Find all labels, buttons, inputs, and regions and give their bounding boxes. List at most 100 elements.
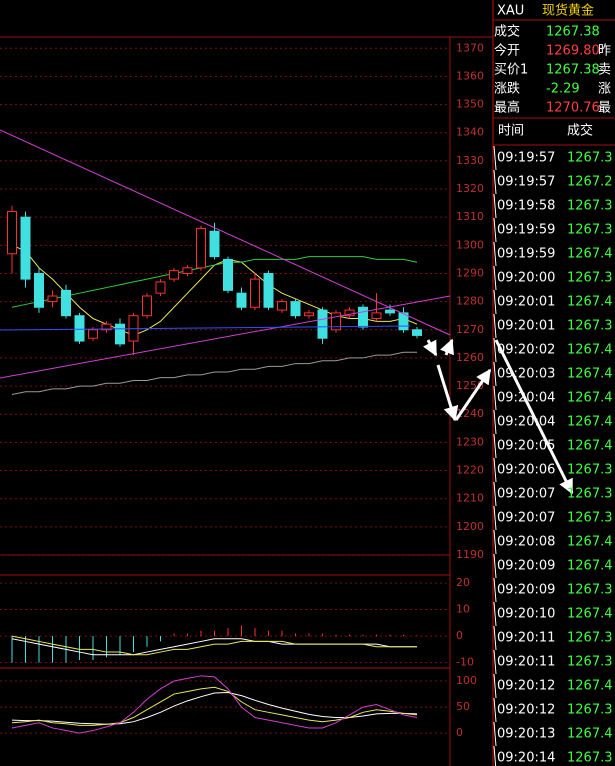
candle-body (61, 289, 71, 317)
trade-time: 09:20:01 (497, 319, 555, 334)
candle-body (412, 329, 422, 336)
quote-label: 最高 (494, 100, 520, 116)
row-divider (493, 265, 497, 291)
y-tick-label: 1330 (456, 154, 484, 167)
trade-price: 1267.4 (567, 727, 613, 742)
y-tick-label: 1230 (456, 435, 484, 448)
trade-price: 1267.3 (567, 703, 613, 718)
y-tick-label: 1350 (456, 98, 484, 111)
row-divider (493, 649, 497, 675)
candle-body (277, 301, 287, 311)
y-tick-label: 1290 (456, 266, 484, 279)
y-tick-label: 1190 (456, 548, 484, 561)
indicator-line (11, 256, 418, 308)
y-tick-label: 1300 (456, 238, 484, 251)
candle-body (223, 258, 233, 291)
candle-body (155, 281, 166, 294)
y-tick-label: 0 (456, 629, 463, 642)
row-divider (493, 337, 497, 363)
trade-time: 09:19:58 (497, 199, 555, 214)
trade-time: 09:20:01 (497, 295, 555, 310)
quote-value: 1270.76 (546, 101, 600, 116)
indicator-line (11, 686, 418, 726)
trade-price: 1267.4 (567, 247, 613, 262)
row-divider (493, 385, 497, 411)
y-tick-label: 50 (456, 700, 470, 713)
y-tick-label: 10 (456, 603, 470, 616)
candle-body (34, 272, 44, 308)
trade-time: 09:20:12 (497, 679, 555, 694)
candle-body (88, 329, 98, 339)
trade-price: 1267.3 (567, 223, 613, 238)
quote-label: 成交 (494, 24, 520, 40)
trade-time: 09:20:05 (497, 439, 555, 454)
trade-time: 09:20:09 (497, 583, 555, 598)
y-tick-label: 0 (456, 726, 463, 739)
trade-time: 09:20:02 (497, 343, 555, 358)
y-tick-label: 1220 (456, 464, 484, 477)
y-tick-label: 1360 (456, 69, 484, 82)
trade-price: 1267.4 (567, 607, 613, 622)
quote-value: 1267.38 (546, 25, 600, 40)
trade-price: 1267.3 (567, 151, 613, 166)
y-tick-label: 1270 (456, 323, 484, 336)
y-tick-label: 1340 (456, 126, 484, 139)
candle-body (182, 267, 193, 274)
trade-price: 1267.3 (567, 487, 613, 502)
trade-time: 09:19:59 (497, 247, 555, 262)
y-tick-label: 1370 (456, 41, 484, 54)
candle-body (236, 292, 247, 308)
row-divider (493, 433, 497, 459)
row-divider (493, 577, 497, 603)
row-divider (493, 625, 497, 651)
trade-time: 09:20:07 (497, 487, 555, 502)
trade-price: 1267.4 (567, 295, 613, 310)
candle-body (385, 309, 395, 314)
trade-price: 1267.3 (567, 271, 613, 286)
trade-price: 1267.4 (567, 391, 613, 406)
trade-time: 09:20:04 (497, 391, 555, 406)
quote-value: 1269.80 (546, 44, 600, 59)
trade-price: 1267.2 (567, 175, 613, 190)
y-tick-label: 1260 (456, 351, 484, 364)
quote-label: 卖 (598, 63, 611, 78)
row-divider (493, 673, 497, 699)
trade-price: 1267.4 (567, 679, 613, 694)
quote-value: -2.29 (546, 82, 580, 97)
candle-body (47, 295, 58, 303)
trade-price: 1267.3 (567, 319, 613, 334)
row-divider (493, 241, 497, 267)
row-divider (493, 697, 497, 723)
candle-body (209, 230, 220, 258)
trade-time: 09:20:13 (497, 727, 555, 742)
trade-time: 09:20:06 (497, 463, 555, 478)
row-divider (493, 457, 497, 483)
candle-body (20, 216, 31, 280)
trade-time: 09:19:59 (497, 223, 555, 238)
candle-body (290, 301, 301, 317)
row-divider (493, 745, 497, 766)
row-divider (493, 145, 497, 171)
y-tick-label: 20 (456, 576, 470, 589)
indicator-line (11, 635, 417, 656)
candle-body (398, 312, 409, 331)
trade-time: 09:19:57 (497, 151, 555, 166)
trade-time: 09:20:09 (497, 559, 555, 574)
row-divider (493, 409, 497, 435)
quote-label: 最 (598, 101, 611, 116)
candle-body (142, 295, 152, 317)
indicator-line (11, 675, 418, 734)
trade-price: 1267.4 (567, 343, 613, 358)
indicator-line (11, 351, 417, 396)
trade-price: 1267.3 (567, 511, 613, 526)
y-tick-label: 100 (456, 674, 477, 687)
row-divider (493, 721, 497, 747)
trend-lines (0, 129, 451, 379)
trade-time: 09:20:03 (497, 367, 555, 382)
candle-body (196, 227, 206, 269)
trade-price: 1267.4 (567, 439, 613, 454)
y-tick-label: 1320 (456, 182, 484, 195)
trade-price: 1267.4 (567, 367, 613, 382)
